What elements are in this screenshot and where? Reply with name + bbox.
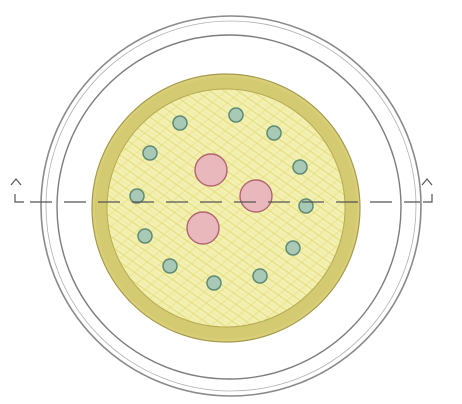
- toppings-red: [186, 153, 273, 245]
- section-end-right: [423, 194, 433, 203]
- topping-green: [172, 115, 188, 131]
- topping-green: [252, 268, 268, 284]
- topping-red: [239, 179, 273, 213]
- section-arrow-right: [421, 178, 433, 186]
- section-end-left: [14, 194, 24, 203]
- topping-green: [129, 188, 145, 204]
- pizza: [91, 73, 361, 343]
- topping-green: [292, 159, 308, 175]
- topping-green: [266, 125, 282, 141]
- topping-red: [194, 153, 228, 187]
- section-line: [10, 178, 433, 203]
- topping-red: [186, 211, 220, 245]
- topping-green: [142, 145, 158, 161]
- topping-green: [137, 228, 153, 244]
- topping-green: [298, 198, 314, 214]
- topping-green: [206, 275, 222, 291]
- topping-green: [285, 240, 301, 256]
- topping-green: [228, 107, 244, 123]
- topping-green: [162, 258, 178, 274]
- section-arrow-left: [10, 178, 22, 186]
- toppings-green: [129, 107, 314, 291]
- plate-rim-inner: [45, 20, 417, 392]
